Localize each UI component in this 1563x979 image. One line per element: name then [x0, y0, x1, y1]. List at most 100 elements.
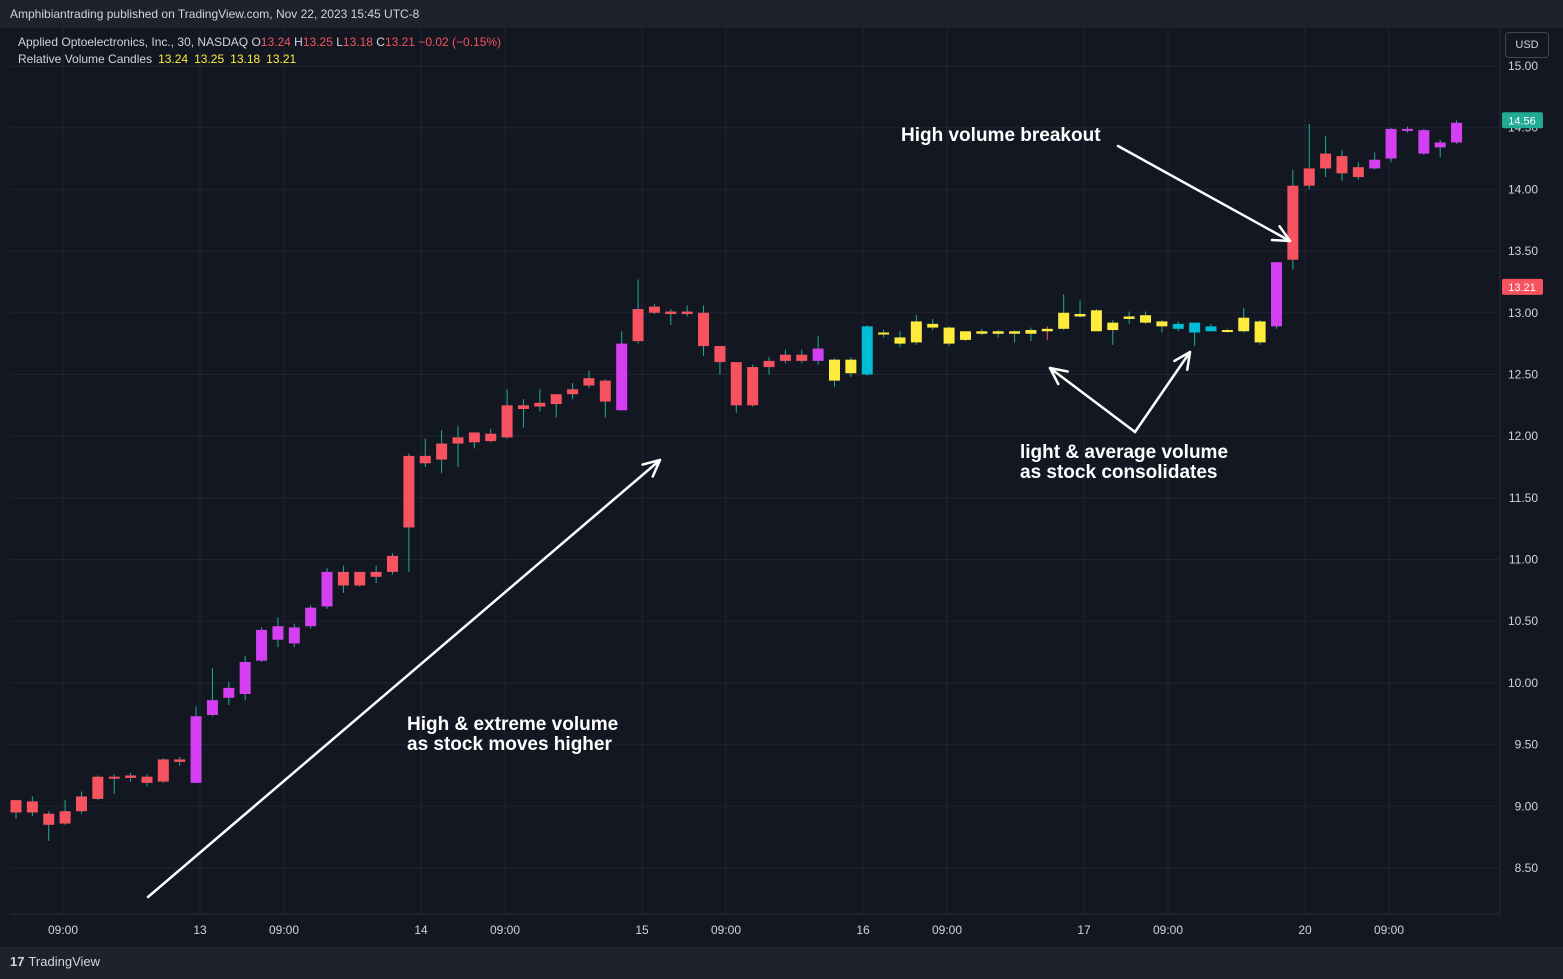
- high-price-tag: 14.56: [1508, 115, 1536, 127]
- tradingview-logo-icon: 17: [10, 954, 25, 969]
- candle-body: [861, 326, 873, 375]
- candle-body: [1058, 312, 1070, 329]
- candle-body: [1205, 326, 1217, 332]
- candle-body: [648, 306, 660, 313]
- candle-body: [1270, 262, 1282, 327]
- candle-body: [125, 775, 137, 778]
- time-axis-tick-label: 09:00: [269, 923, 299, 937]
- annotation-arrow-consolidate-right: [1133, 350, 1192, 434]
- indicator-high: 13.25: [194, 52, 225, 66]
- candle-body: [845, 359, 857, 374]
- annotation-arrow-consolidate-left: [1048, 366, 1137, 434]
- price-axis-tick-label: 9.50: [1515, 738, 1539, 752]
- candle-body: [517, 405, 529, 410]
- candle-body: [1123, 316, 1135, 319]
- publish-bar: Amphibiantrading published on TradingVie…: [0, 0, 1563, 28]
- indicator-low: 13.18: [230, 52, 261, 66]
- time-axis-tick-label: 15: [635, 923, 649, 937]
- candle-body: [1385, 128, 1397, 159]
- candle-body: [1287, 185, 1299, 260]
- time-axis-tick-label: 09:00: [711, 923, 741, 937]
- candle-body: [747, 367, 759, 406]
- candle-body: [174, 759, 186, 762]
- publish-text: Amphibiantrading published on TradingVie…: [10, 7, 420, 21]
- time-axis-tick-label: 09:00: [1374, 923, 1404, 937]
- time-axis-tick-label: 09:00: [48, 923, 78, 937]
- candle-body: [387, 555, 399, 572]
- candle-body: [370, 571, 382, 577]
- annotation-consolidate-line-1: light & average volume: [1020, 442, 1229, 463]
- candle-body: [108, 776, 120, 779]
- time-axis-tick-label: 13: [193, 923, 207, 937]
- price-change: −0.02 (−0.15%): [418, 35, 502, 49]
- candle-body: [288, 627, 300, 644]
- candle-body: [468, 432, 480, 443]
- candle-body: [1401, 128, 1413, 131]
- price-axis-tick-label: 11.50: [1509, 491, 1538, 505]
- symbol-name[interactable]: Applied Optoelectronics, Inc., 30, NASDA…: [18, 35, 249, 49]
- candle-body: [337, 571, 349, 586]
- footer-bar: [0, 947, 1563, 979]
- price-axis-tick-label: 13.00: [1508, 306, 1538, 320]
- annotation-consolidate-line-2: as stock consolidates: [1020, 462, 1218, 483]
- time-axis-tick-label: 09:00: [490, 923, 520, 937]
- candle-body: [354, 571, 366, 586]
- last-price-tag-bg: [1502, 278, 1543, 295]
- low-label: L: [336, 35, 343, 49]
- candle-body: [239, 661, 251, 695]
- candle-body: [1009, 331, 1021, 334]
- candle-body: [206, 700, 218, 716]
- candle-body: [1189, 322, 1201, 333]
- candle-body: [1238, 317, 1250, 332]
- candle-body: [959, 331, 971, 340]
- candle-body: [1090, 310, 1102, 332]
- candle-body: [599, 380, 611, 402]
- candle-body: [190, 716, 202, 783]
- candle-body: [976, 331, 988, 334]
- open-label: O: [251, 35, 261, 49]
- open-value: 13.24: [260, 35, 291, 49]
- chart-pane[interactable]: [0, 28, 1563, 947]
- close-value: 13.21: [384, 35, 415, 49]
- candle-body: [1074, 314, 1086, 317]
- candle-body: [714, 346, 726, 363]
- indicator-legend: Relative Volume Candles 13.24 13.25 13.18 13…: [18, 52, 296, 66]
- annotation-breakout: High volume breakout: [901, 125, 1101, 146]
- candle-body: [829, 359, 840, 381]
- candle-body: [796, 354, 808, 361]
- candle-body: [75, 796, 87, 812]
- candle-body: [1254, 321, 1266, 343]
- candle-body: [1140, 315, 1152, 323]
- candle-body: [436, 443, 448, 460]
- tradingview-logo[interactable]: 17 TradingView: [10, 954, 100, 969]
- annotation-uptrend-line-1: High & extreme volume: [407, 714, 619, 735]
- candle-body: [779, 354, 791, 361]
- candle-body: [403, 455, 415, 528]
- candle-body: [1369, 159, 1381, 169]
- close-label: C: [376, 35, 385, 49]
- candle-body: [681, 311, 693, 315]
- candle-body: [1352, 167, 1364, 178]
- price-axis-tick-label: 12.00: [1508, 429, 1538, 443]
- price-axis-tick-label: 9.00: [1515, 799, 1539, 813]
- annotation-arrow-consolidate-left-head: [1048, 366, 1069, 386]
- price-axis-tick-label: 12.50: [1508, 367, 1538, 381]
- indicator-name[interactable]: Relative Volume Candles: [18, 52, 153, 66]
- candle-body: [698, 312, 710, 347]
- candle-body: [1303, 168, 1315, 186]
- annotation-arrow-uptrend: [146, 458, 662, 899]
- high-value: 13.25: [302, 35, 333, 49]
- time-axis-tick-label: 09:00: [932, 923, 962, 937]
- candle-body: [141, 776, 153, 783]
- price-axis-tick-label: 10.50: [1508, 614, 1538, 628]
- candle-body: [256, 629, 268, 661]
- candle-body: [272, 626, 284, 640]
- candle-body: [583, 378, 595, 386]
- candle-body: [10, 800, 22, 813]
- candle-body: [665, 311, 677, 315]
- annotation-uptrend-line-2: as stock moves higher: [407, 734, 612, 755]
- candle-body: [878, 332, 890, 335]
- currency-button[interactable]: USD: [1505, 32, 1549, 58]
- candle-body: [501, 405, 513, 438]
